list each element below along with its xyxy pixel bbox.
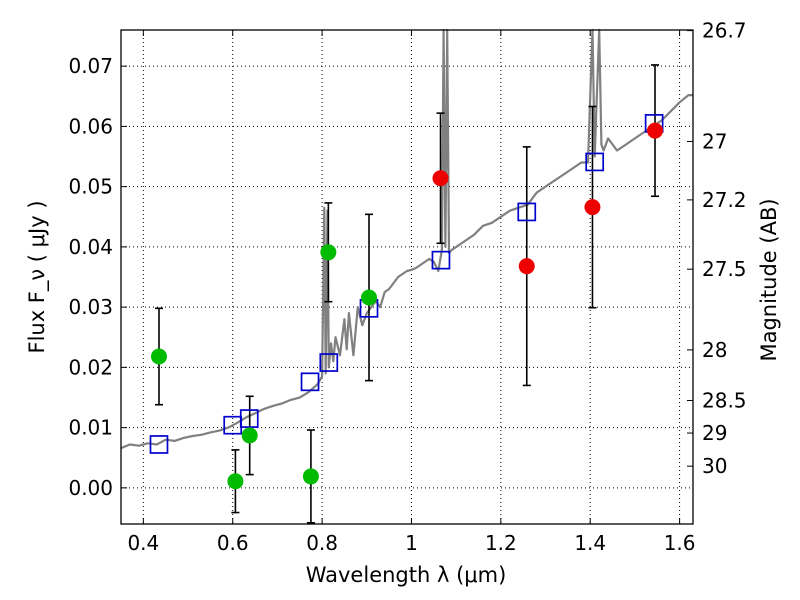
observed-point-green — [227, 473, 244, 490]
observed-point-red — [518, 258, 535, 275]
plot-frame — [120, 29, 694, 525]
observed-point-green — [361, 289, 378, 306]
x-tick-label: 1 — [405, 531, 418, 555]
y-tick-label: 0.03 — [68, 295, 113, 319]
right-tick-label: 28 — [702, 338, 727, 362]
x-tick-label: 0.6 — [217, 531, 249, 555]
right-tick-label: 29 — [702, 421, 727, 445]
x-tick-label: 1.4 — [574, 531, 606, 555]
model-point-square — [585, 152, 605, 172]
model-point-layer — [149, 114, 664, 454]
right-tick-label: 27 — [702, 129, 727, 153]
observed-point-green — [150, 348, 167, 365]
right-tick-label: 26.7 — [702, 19, 747, 43]
ticks-layer: 0.4 0.6 0.8 1 1.2 1.4 1.6 0.00 0.01 0.02 0.03 0.04 0… — [68, 19, 746, 555]
x-tick-label: 0.8 — [306, 531, 338, 555]
right-tick-label: 30 — [702, 454, 727, 478]
observed-point-red — [432, 170, 449, 187]
model-point-square — [319, 353, 339, 372]
right-tick-label: 28.5 — [702, 389, 747, 413]
y-tick-label: 0.06 — [68, 114, 113, 138]
observed-point-red — [647, 122, 664, 139]
y-axis-title: Flux F_ν ( μJy ) — [25, 200, 50, 353]
observed-point-green — [302, 468, 319, 485]
y-tick-label: 0.07 — [68, 54, 113, 78]
grid-lines — [121, 30, 693, 524]
model-point-square — [239, 409, 259, 428]
observed-point-layer — [150, 122, 664, 490]
errorbar-layer — [154, 64, 660, 524]
y-tick-label: 0.05 — [68, 175, 113, 199]
y-tick-label: 0.02 — [68, 355, 113, 379]
right-tick-label: 27.2 — [702, 188, 747, 212]
x-tick-label: 1.2 — [485, 531, 517, 555]
model-spectrum-layer — [120, 28, 693, 450]
model-point-square — [300, 372, 320, 392]
x-tick-label: 0.4 — [127, 531, 159, 555]
observed-point-green — [320, 244, 337, 261]
y-tick-label: 0.00 — [68, 476, 113, 500]
y-tick-label: 0.04 — [68, 235, 113, 259]
model-point-square — [431, 250, 451, 270]
y-tick-label: 0.01 — [68, 416, 113, 440]
observed-point-red — [584, 199, 601, 216]
x-tick-label: 1.6 — [664, 531, 696, 555]
model-point-square — [517, 202, 537, 222]
right-tick-label: 27.5 — [702, 257, 747, 281]
right-axis-title: Magnitude (AB) — [757, 198, 781, 361]
observed-point-green — [241, 427, 258, 444]
x-axis-title: Wavelength λ (μm) — [306, 563, 507, 587]
model-spectrum-line — [120, 28, 693, 450]
model-point-square — [149, 435, 169, 454]
